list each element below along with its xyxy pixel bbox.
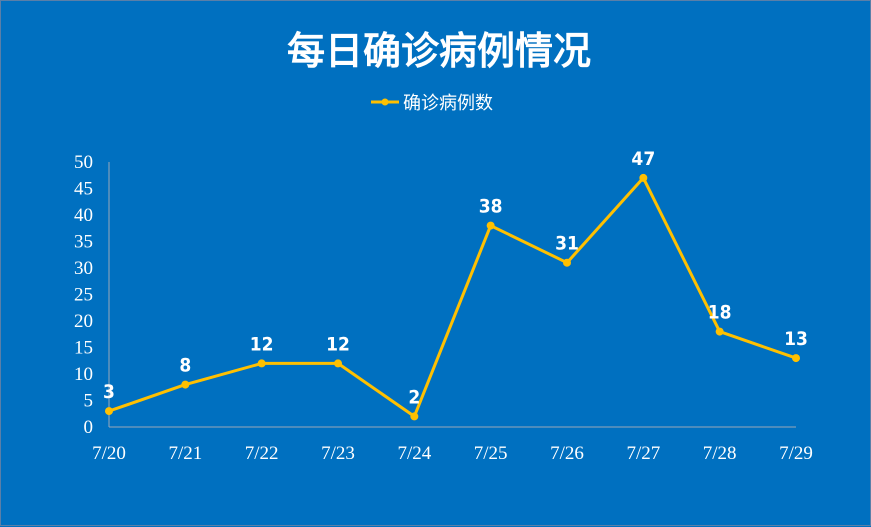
y-tick-label: 40 [74,205,93,226]
data-point [410,412,419,421]
data-label: 12 [326,333,350,355]
data-label: 47 [631,148,655,170]
data-point [105,407,113,416]
data-point [257,359,266,368]
y-tick-label: 5 [84,391,94,412]
x-tick-label: 7/24 [397,443,431,464]
x-tick-label: 7/23 [321,443,355,464]
legend: 确诊病例数 [371,93,493,114]
data-point [334,359,342,368]
chart-title: 每日确诊病例情况 [287,29,591,73]
y-tick-label: 10 [74,364,93,385]
x-tick-label: 7/25 [474,443,508,464]
data-label: 8 [179,355,191,377]
x-tick-label: 7/20 [92,443,126,464]
y-tick-label: 20 [74,311,93,332]
data-label: 2 [408,386,420,408]
data-point [486,221,495,230]
data-label: 3 [103,381,115,403]
x-tick-label: 7/28 [703,443,737,464]
data-label: 38 [479,196,503,218]
data-point [563,258,571,267]
x-tick-label: 7/29 [779,443,813,464]
data-label: 31 [555,233,579,255]
data-label: 18 [708,302,732,324]
y-tick-label: 15 [74,338,93,359]
x-tick-label: 7/26 [550,443,584,464]
data-point [181,380,190,389]
x-tick-label: 7/22 [245,443,279,464]
data-label: 12 [250,333,274,355]
y-tick-label: 35 [74,232,93,253]
data-point [639,173,648,182]
data-label: 13 [784,328,808,350]
legend-marker-swatch [381,98,389,106]
x-tick-label: 7/27 [626,443,660,464]
x-tick-label: 7/21 [168,443,202,464]
data-point [792,354,800,363]
y-tick-label: 0 [84,417,94,438]
data-point [715,327,724,336]
y-tick-label: 25 [74,285,93,306]
series-line [108,176,797,418]
y-tick-label: 50 [74,152,93,173]
y-tick-label: 30 [74,258,93,279]
y-tick-label: 45 [74,179,93,200]
legend-label: 确诊病例数 [403,93,493,114]
